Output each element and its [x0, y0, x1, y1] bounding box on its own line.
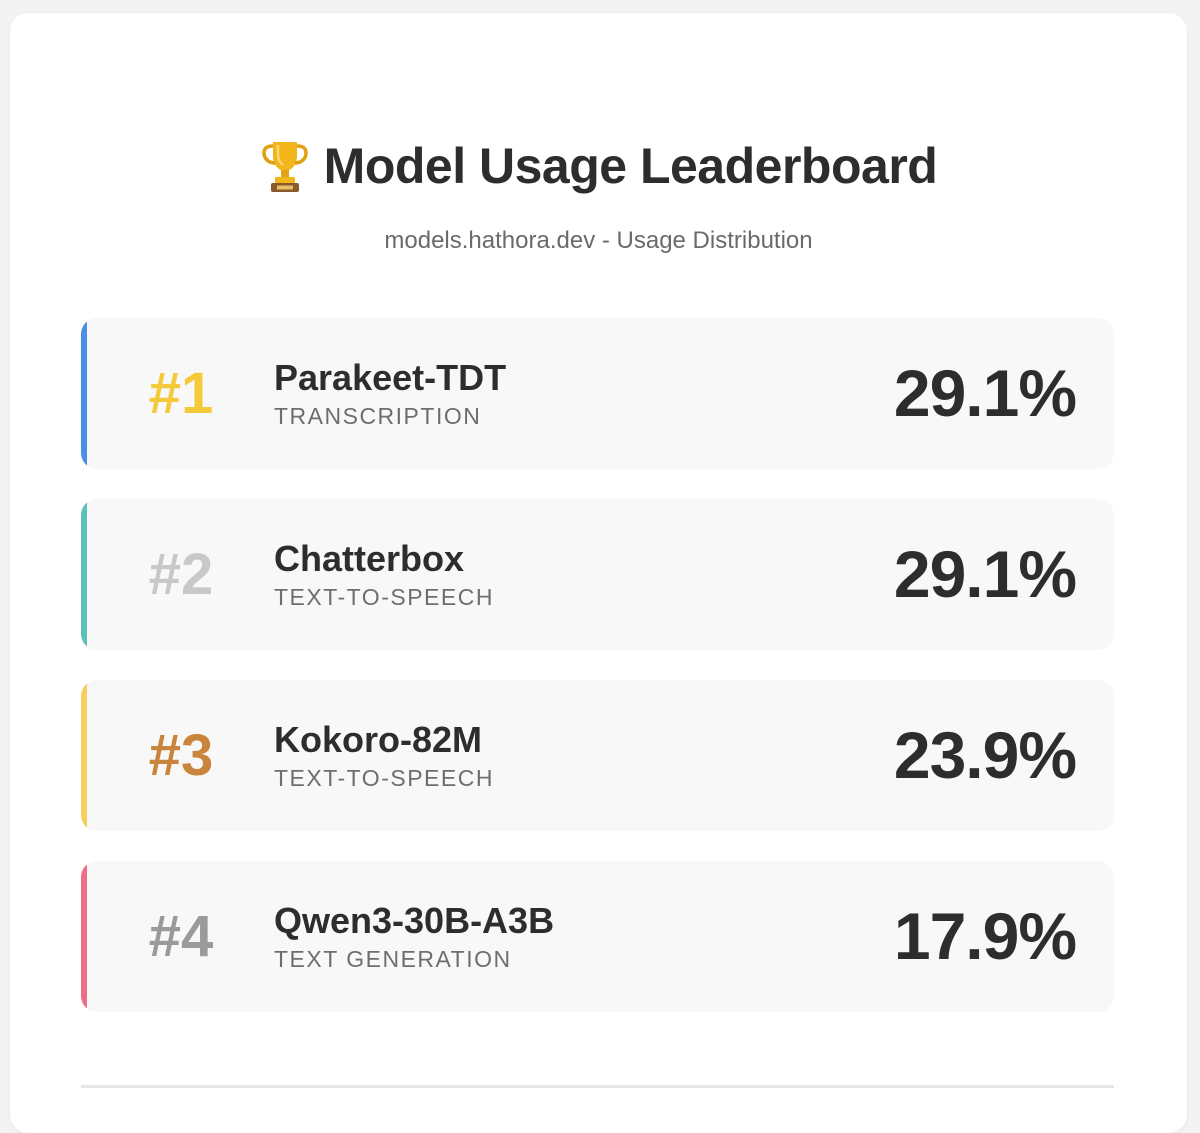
model-category: TEXT GENERATION	[274, 946, 512, 972]
model-info: Kokoro-82M TEXT-TO-SPEECH	[274, 718, 494, 792]
model-category: TEXT-TO-SPEECH	[274, 765, 494, 791]
rank-number: #4	[148, 904, 214, 969]
leaderboard-row: #3 Kokoro-82M TEXT-TO-SPEECH 23.9%	[81, 680, 1114, 831]
model-name: Parakeet-TDT	[274, 357, 507, 398]
rank-number: #1	[148, 361, 214, 426]
leaderboard-row: #4 Qwen3-30B-A3B TEXT GENERATION 17.9%	[81, 861, 1114, 1012]
leaderboard-list: #1 Parakeet-TDT TRANSCRIPTION 29.1% #2 C…	[81, 318, 1114, 1042]
usage-percent: 17.9%	[893, 899, 1077, 973]
row-accent-bar	[81, 861, 87, 1012]
model-info: Chatterbox TEXT-TO-SPEECH	[274, 537, 494, 611]
usage-percent: 23.9%	[893, 718, 1077, 792]
footer-divider	[81, 1085, 1114, 1088]
rank-number: #2	[148, 542, 214, 607]
page-subtitle: models.hathora.dev - Usage Distribution	[384, 227, 813, 254]
leaderboard-row: #2 Chatterbox TEXT-TO-SPEECH 29.1%	[81, 499, 1114, 650]
model-name: Kokoro-82M	[274, 719, 483, 760]
model-name: Qwen3-30B-A3B	[274, 900, 555, 941]
rank-number: #3	[148, 723, 214, 788]
model-category: TRANSCRIPTION	[274, 403, 482, 429]
model-info: Parakeet-TDT TRANSCRIPTION	[274, 356, 506, 430]
leaderboard-row: #1 Parakeet-TDT TRANSCRIPTION 29.1%	[81, 318, 1114, 469]
usage-percent: 29.1%	[893, 537, 1077, 611]
header: Model Usage Leaderboard models.hathora.d…	[10, 131, 1187, 255]
row-accent-bar	[81, 318, 87, 469]
model-category: TEXT-TO-SPEECH	[274, 584, 494, 610]
page-title: Model Usage Leaderboard	[323, 138, 938, 194]
trophy-icon	[261, 142, 308, 192]
model-info: Qwen3-30B-A3B TEXT GENERATION	[274, 899, 554, 973]
row-accent-bar	[81, 499, 87, 650]
model-name: Chatterbox	[274, 538, 465, 579]
usage-percent: 29.1%	[893, 356, 1077, 430]
row-accent-bar	[81, 680, 87, 831]
leaderboard-card: Model Usage Leaderboard models.hathora.d…	[10, 13, 1187, 1133]
title-row: Model Usage Leaderboard	[10, 131, 1187, 201]
